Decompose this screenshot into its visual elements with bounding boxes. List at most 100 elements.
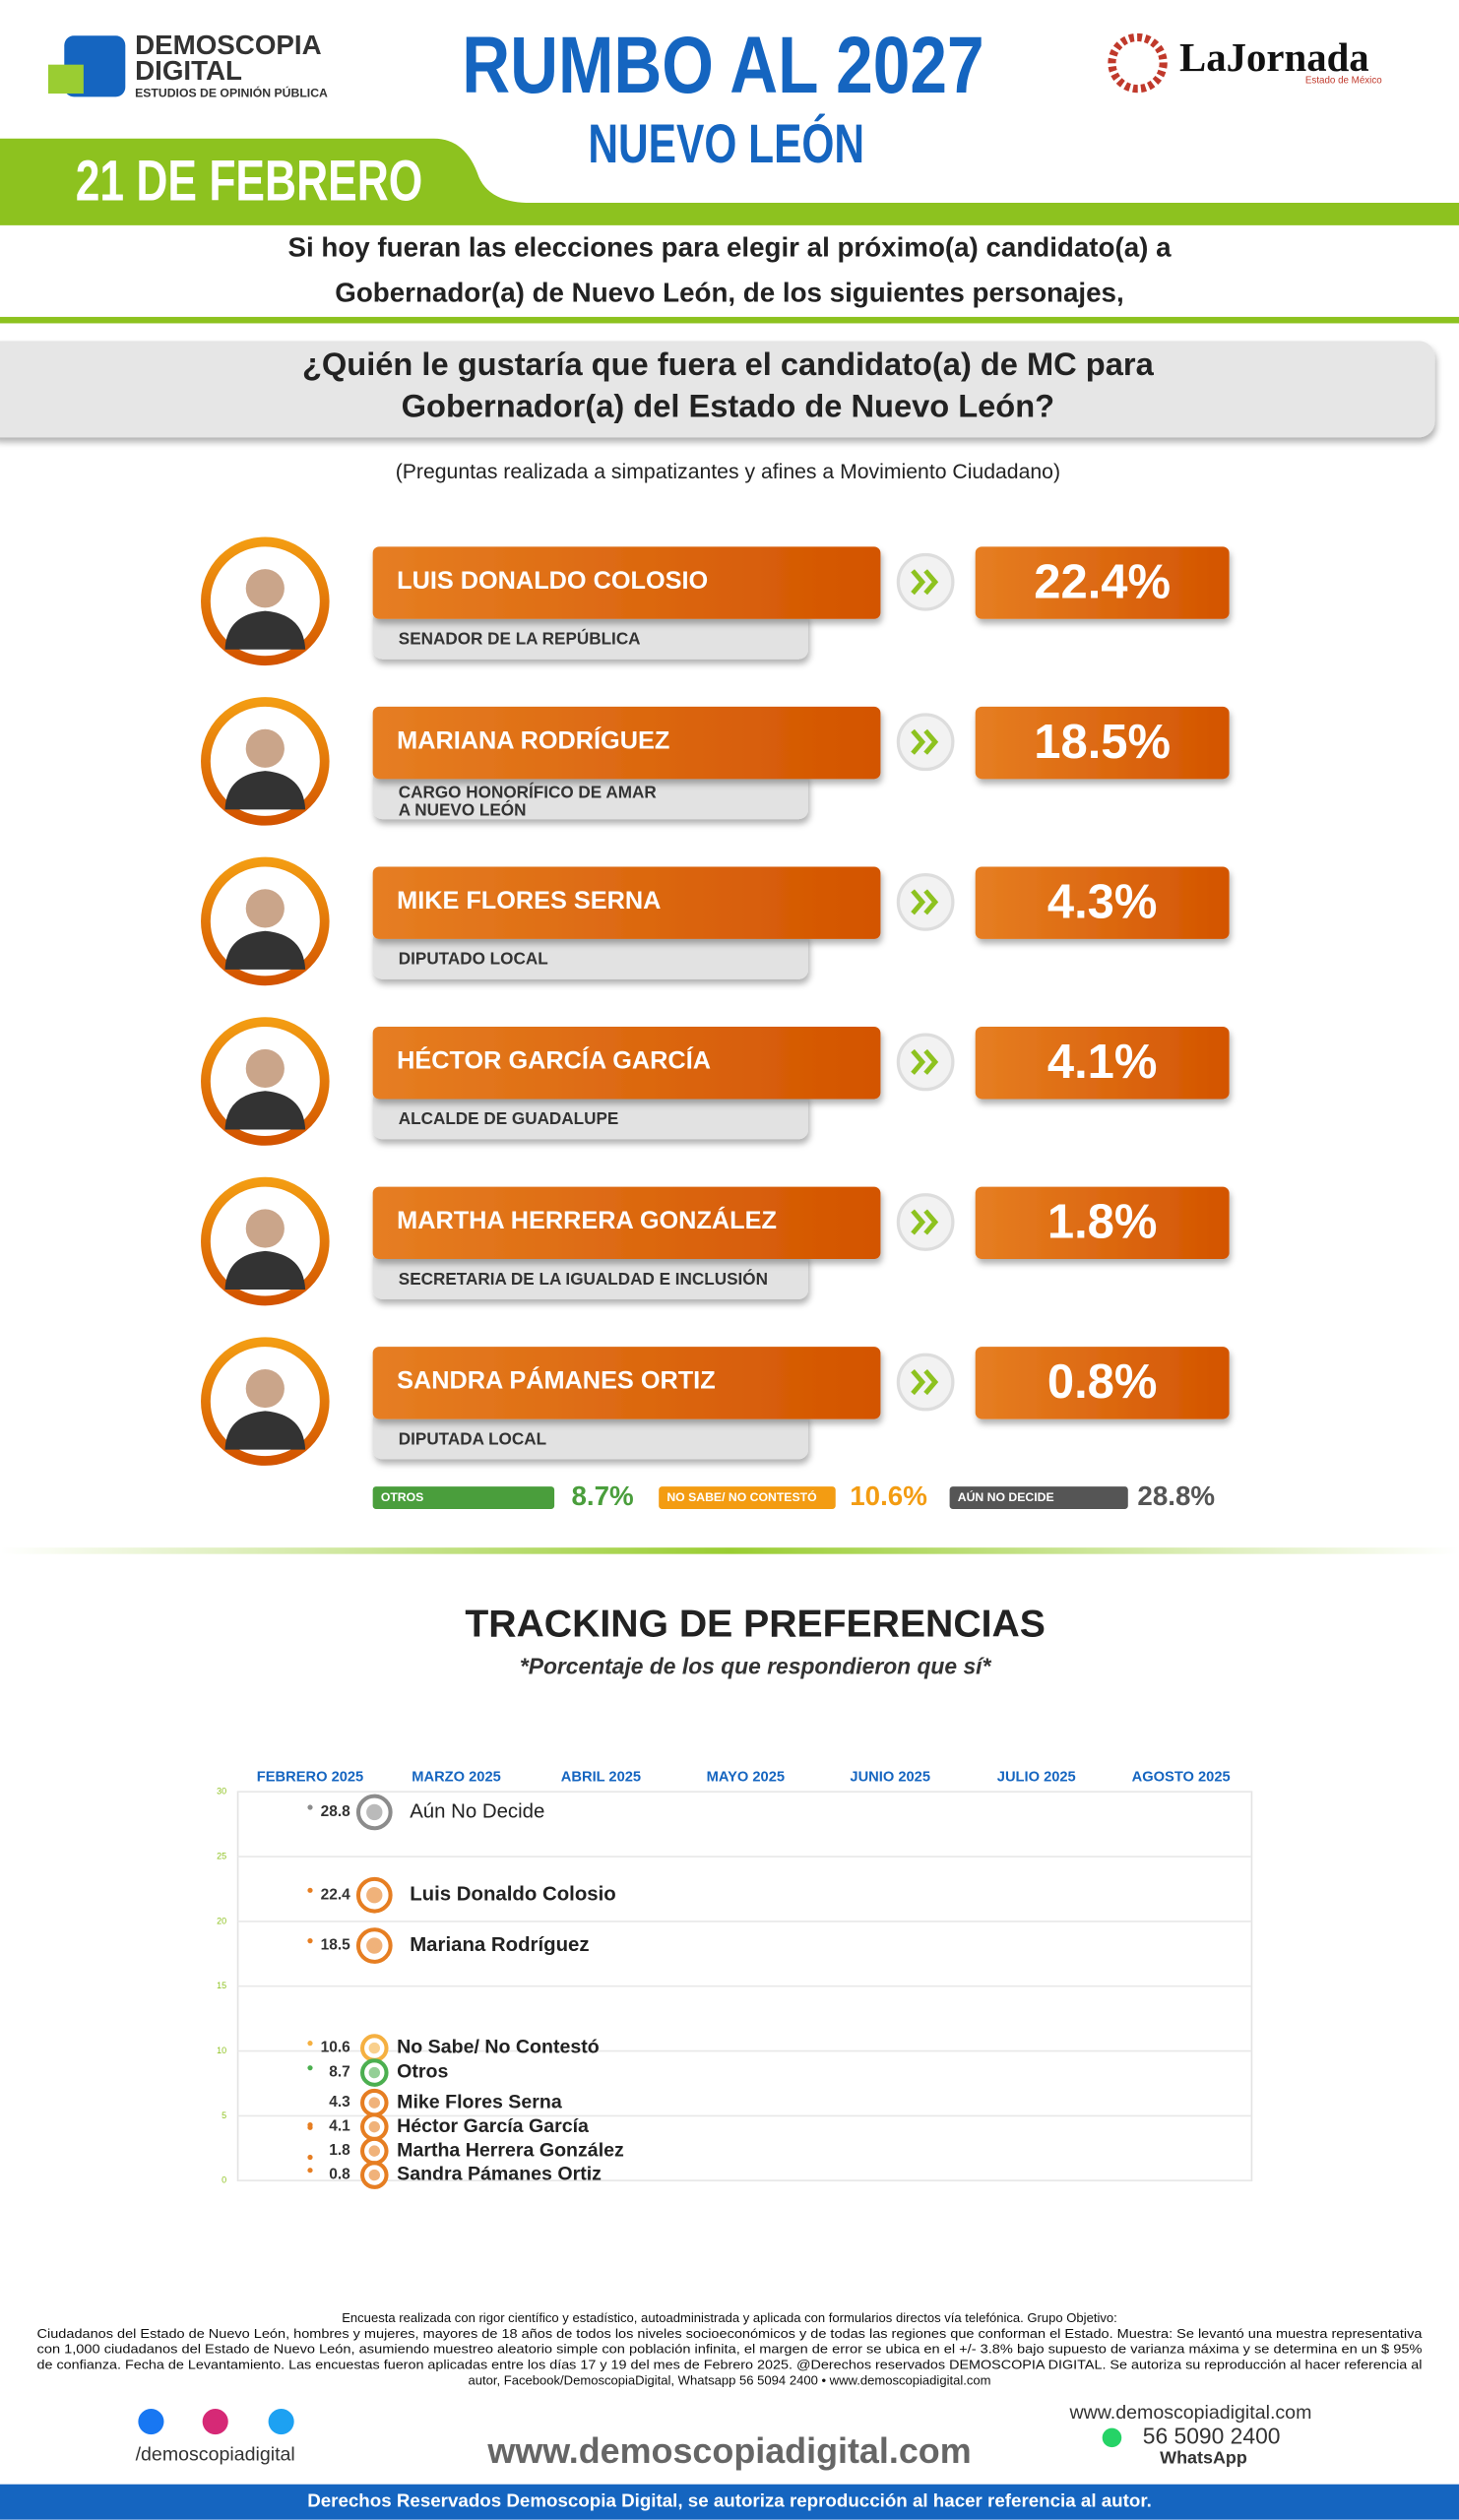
legend-entry: Martha Herrera González <box>397 2139 624 2161</box>
partner-tagline: Estado de México <box>1305 76 1382 87</box>
data-point <box>307 1804 313 1810</box>
question-line: ¿Quién le gustaría que fuera el candidat… <box>302 346 1155 382</box>
role-bar <box>372 1091 808 1140</box>
y-tick-label: 25 <box>217 1851 226 1860</box>
disclaimer-line: de confianza. Fecha de Levantamiento. La… <box>37 2358 1423 2372</box>
candidate-result: 1.8% <box>1047 1196 1158 1249</box>
candidate-name: HÉCTOR GARCÍA GARCÍA <box>397 1046 711 1075</box>
candidate-name: SANDRA PÁMANES ORTIZ <box>397 1366 716 1395</box>
candidate-role: SECRETARIA DE LA IGUALDAD E INCLUSIÓN <box>399 1269 768 1289</box>
legend-entry: Aún No Decide <box>410 1800 544 1822</box>
result-box <box>975 706 1230 780</box>
disclaimer-line: Ciudadanos del Estado de Nuevo León, hom… <box>37 2326 1424 2341</box>
candidate-role: DIPUTADO LOCAL <box>399 949 548 969</box>
others-label: AÚN NO DECIDE <box>958 1489 1054 1504</box>
x-tick-label: AGOSTO 2025 <box>1132 1769 1231 1785</box>
y-tick-label: 20 <box>217 1916 226 1925</box>
photo-head <box>245 569 285 608</box>
data-label: 4.1 <box>329 2118 350 2135</box>
data-label: 10.6 <box>321 2040 351 2056</box>
name-bar <box>372 706 881 780</box>
chevron <box>911 1209 939 1235</box>
data-label: 22.4 <box>321 1886 351 1903</box>
x-tick-label: MAYO 2025 <box>707 1769 785 1785</box>
website-small[interactable]: www.demoscopiadigital.com <box>1068 2402 1311 2424</box>
divider <box>0 316 1459 324</box>
candidate-name: MARIANA RODRÍGUEZ <box>397 725 669 754</box>
series-icon-center <box>368 2066 381 2079</box>
others-bar <box>949 1486 1128 1509</box>
chevron <box>911 889 939 915</box>
chevron <box>911 569 939 596</box>
instagram-icon[interactable] <box>202 2408 228 2435</box>
name-bar <box>372 1186 881 1260</box>
role-bar <box>372 1411 808 1460</box>
legend-entry: Sandra Pámanes Ortiz <box>397 2164 602 2185</box>
photo-head <box>245 1048 285 1089</box>
question-line: Gobernador(a) del Estado de Nuevo León? <box>402 388 1054 424</box>
result-box <box>975 1027 1230 1100</box>
data-label: 8.7 <box>329 2064 350 2081</box>
series-icon-center <box>366 1937 383 1954</box>
question-note: (Preguntas realizada a simpatizantes y a… <box>396 461 1060 483</box>
twitter-icon[interactable] <box>268 2408 294 2435</box>
name-bar <box>372 866 881 939</box>
photo-head <box>245 1368 285 1409</box>
x-tick-label: JULIO 2025 <box>997 1769 1076 1785</box>
brand-name: DIGITAL <box>135 55 242 86</box>
candidate-name: LUIS DONALDO COLOSIO <box>397 567 708 595</box>
series-icon-center <box>368 2042 381 2054</box>
phone: 56 5090 2400 <box>1143 2423 1281 2448</box>
role-bar <box>372 771 808 820</box>
disclaimer-line: autor, Facebook/DemoscopiaDigital, Whats… <box>468 2372 990 2387</box>
date-band <box>0 138 1459 225</box>
phone-label: WhatsApp <box>1160 2447 1247 2467</box>
rights: Derechos Reservados Demoscopia Digital, … <box>307 2490 1152 2511</box>
x-tick-label: ABRIL 2025 <box>561 1769 641 1785</box>
legend-entry: No Sabe/ No Contestó <box>397 2037 600 2058</box>
chevron-badge <box>896 713 955 772</box>
candidate-result: 18.5% <box>1034 716 1171 769</box>
legend-entry: Luis Donaldo Colosio <box>410 1884 616 1906</box>
photo-head <box>245 728 285 768</box>
candidate-role: DIPUTADA LOCAL <box>399 1428 546 1448</box>
result-box <box>975 546 1230 619</box>
legend-entry: Héctor García García <box>397 2115 590 2137</box>
data-point <box>307 2168 313 2174</box>
others-bar <box>372 1486 555 1509</box>
date: 21 DE FEBRERO <box>76 150 423 214</box>
candidate-role: SENADOR DE LA REPÚBLICA <box>399 629 641 649</box>
photo-head <box>245 1209 285 1248</box>
data-point <box>307 1887 313 1893</box>
series-icon-center <box>368 2145 381 2157</box>
brand-name: DEMOSCOPIA <box>135 30 322 60</box>
data-label: 28.8 <box>321 1803 351 1820</box>
chevron <box>911 1048 939 1075</box>
candidate-result: 0.8% <box>1047 1355 1158 1409</box>
name-bar <box>372 1027 881 1100</box>
series-icon-center <box>366 1803 383 1821</box>
series-icon-center <box>368 2169 381 2181</box>
chart-title: TRACKING DE PREFERENCIAS <box>465 1603 1046 1645</box>
result-box <box>975 1186 1230 1260</box>
photo-body <box>224 610 306 650</box>
chevron-badge <box>896 1193 955 1251</box>
photo-body <box>224 1091 306 1130</box>
x-tick-label: FEBRERO 2025 <box>257 1769 363 1785</box>
others-label: NO SABE/ NO CONTESTÓ <box>666 1489 816 1504</box>
footer-bar <box>0 2484 1459 2520</box>
chevron-badge <box>896 1033 955 1092</box>
legend-entry: Mike Flores Serna <box>397 2091 563 2112</box>
brand-tagline: ESTUDIOS DE OPINIÓN PÚBLICA <box>135 85 328 99</box>
intro-line: Gobernador(a) de Nuevo León, de los sigu… <box>335 277 1123 307</box>
others-label: OTROS <box>381 1490 424 1504</box>
main-title: RUMBO AL 2027 <box>462 21 983 110</box>
y-tick-label: 30 <box>217 1787 226 1796</box>
website[interactable]: www.demoscopiadigital.com <box>486 2431 971 2471</box>
facebook-icon[interactable] <box>138 2408 164 2435</box>
candidate-role: A NUEVO LEÓN <box>399 800 527 820</box>
chevron-badge <box>896 872 955 931</box>
y-tick-label: 0 <box>222 2175 226 2185</box>
candidate-role: CARGO HONORÍFICO DE AMAR <box>399 783 658 802</box>
result-box <box>975 1347 1230 1419</box>
